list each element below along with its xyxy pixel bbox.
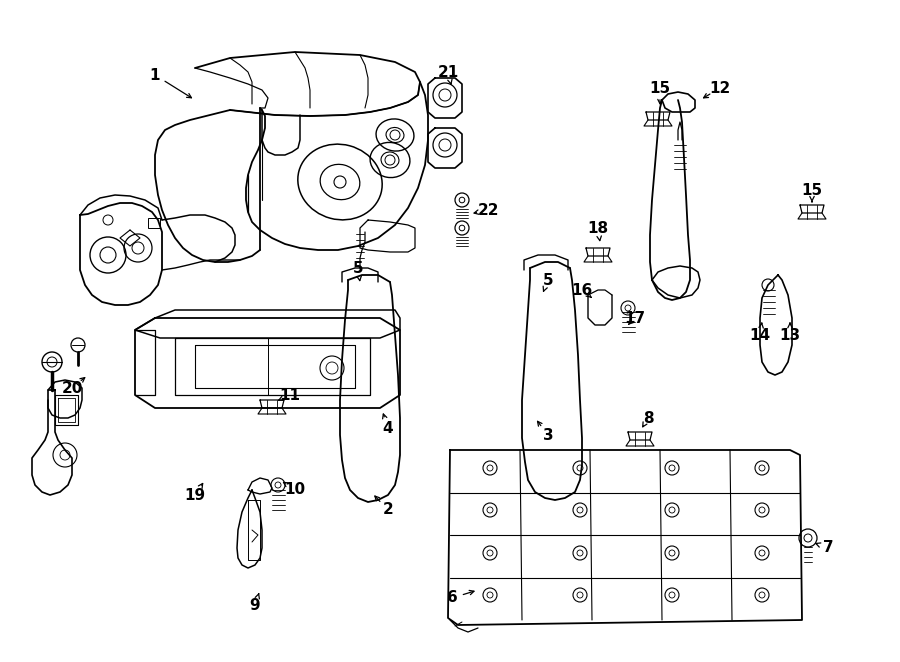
Text: 13: 13 [779, 328, 801, 342]
Text: 11: 11 [280, 387, 301, 402]
Text: 12: 12 [709, 81, 731, 95]
Text: 20: 20 [61, 381, 83, 395]
Text: 21: 21 [437, 64, 459, 79]
Text: 19: 19 [184, 487, 205, 502]
Bar [148, 218, 160, 228]
Text: 16: 16 [572, 283, 592, 297]
Text: 2: 2 [382, 502, 393, 518]
Text: 10: 10 [284, 483, 306, 498]
Text: 15: 15 [801, 183, 823, 197]
Text: 17: 17 [625, 310, 645, 326]
Text: 1: 1 [149, 68, 160, 83]
Text: 5: 5 [353, 261, 364, 275]
Text: 22: 22 [477, 203, 499, 218]
Text: 18: 18 [588, 220, 608, 236]
Text: 4: 4 [382, 420, 393, 436]
Text: 14: 14 [750, 328, 770, 342]
Text: 8: 8 [643, 410, 653, 426]
Text: 6: 6 [446, 591, 457, 606]
Text: 3: 3 [543, 428, 553, 442]
Text: 7: 7 [823, 540, 833, 555]
Text: 9: 9 [249, 598, 260, 612]
Text: 15: 15 [650, 81, 670, 95]
Text: 5: 5 [543, 273, 553, 287]
